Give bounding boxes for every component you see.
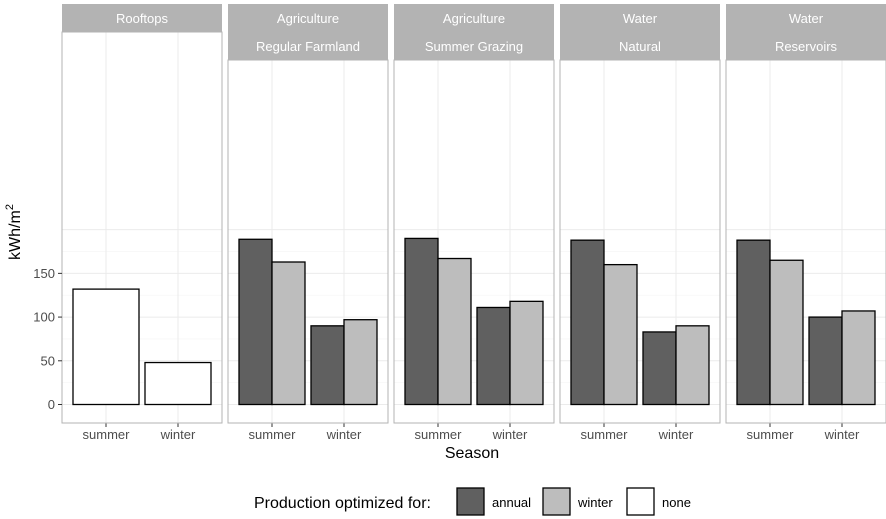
bar-annual-summer: [238, 238, 273, 406]
strip-label: Summer Grazing: [425, 39, 523, 54]
bar-winter-summer: [769, 259, 804, 406]
y-tick-label: 100: [33, 310, 55, 325]
panel-1: Rooftops summer winter: [61, 4, 223, 442]
y-tick-label: 50: [41, 353, 55, 368]
panel-border: [227, 59, 389, 424]
x-tick-label: winter: [824, 427, 860, 442]
panel-3: Agriculture Summer Grazing summer winter: [393, 4, 555, 442]
x-tick-label: summer: [747, 427, 795, 442]
strip-background: [394, 4, 554, 32]
y-axis: 0 50 100 150: [33, 266, 62, 412]
legend-label-annual: annual: [492, 495, 531, 510]
panel-4: Water Natural summer winter: [559, 4, 721, 442]
panel-border: [61, 31, 223, 424]
bar-annual-summer: [570, 239, 605, 406]
x-tick-label: summer: [249, 427, 297, 442]
panel-border: [725, 59, 886, 424]
y-axis-title-superscript: 2: [4, 204, 16, 210]
strip-label: Water: [789, 11, 824, 26]
strip-label: Natural: [619, 39, 661, 54]
strip-background: [394, 32, 554, 60]
bar-annual-summer: [736, 239, 771, 406]
x-tick-label: summer: [581, 427, 629, 442]
strip-label: Agriculture: [443, 11, 505, 26]
panel-border: [559, 59, 721, 424]
y-tick-label: 150: [33, 266, 55, 281]
bar-annual-winter: [476, 306, 511, 406]
bar-annual-winter: [642, 331, 677, 406]
legend-label-none: none: [662, 495, 691, 510]
legend-label-winter: winter: [577, 495, 613, 510]
legend-title: Production optimized for:: [254, 495, 431, 512]
strip-label: Regular Farmland: [256, 39, 360, 54]
bar-winter-winter: [343, 319, 378, 406]
bar-annual-winter: [808, 316, 843, 406]
strip-background: [228, 32, 388, 60]
bar-winter-winter: [675, 325, 710, 406]
y-axis-title: kWh/m2: [4, 204, 24, 260]
bar-winter-winter: [509, 300, 544, 406]
x-tick-label: summer: [415, 427, 463, 442]
panels-layer: Rooftops summer winter Agriculture Regular F…: [33, 4, 886, 442]
bar-none-winter: [144, 361, 212, 406]
strip-label: Water: [623, 11, 658, 26]
strip-background: [726, 4, 886, 32]
strip-label: Agriculture: [277, 11, 339, 26]
x-tick-label: winter: [492, 427, 528, 442]
legend: Production optimized for: annual winter non…: [254, 487, 691, 516]
y-tick-label: 0: [48, 397, 55, 412]
strip-background: [560, 4, 720, 32]
legend-key-none: [626, 487, 655, 516]
legend-key-annual: [456, 487, 485, 516]
strip-background: [560, 32, 720, 60]
legend-key-winter: [542, 487, 571, 516]
strip-background: [726, 32, 886, 60]
y-axis-title-main: kWh/m: [7, 210, 24, 260]
x-axis-title: Season: [445, 445, 499, 462]
strip-label: Rooftops: [116, 11, 169, 26]
bar-annual-winter: [310, 325, 345, 406]
bar-winter-winter: [841, 310, 876, 406]
x-tick-label: winter: [658, 427, 694, 442]
bar-winter-summer: [437, 257, 472, 406]
bar-none-summer: [72, 288, 140, 406]
strip-background: [62, 4, 222, 32]
bar-winter-summer: [603, 263, 638, 406]
bar-winter-summer: [271, 261, 306, 406]
x-tick-label: summer: [83, 427, 131, 442]
x-tick-label: winter: [326, 427, 362, 442]
panel-border: [393, 59, 555, 424]
bar-annual-summer: [404, 237, 439, 406]
strip-label: Reservoirs: [775, 39, 838, 54]
x-tick-label: winter: [160, 427, 196, 442]
panel-5: Water Reservoirs summer winter: [725, 4, 886, 442]
strip-background: [228, 4, 388, 32]
panel-2: Agriculture Regular Farmland summer winter: [227, 4, 389, 442]
